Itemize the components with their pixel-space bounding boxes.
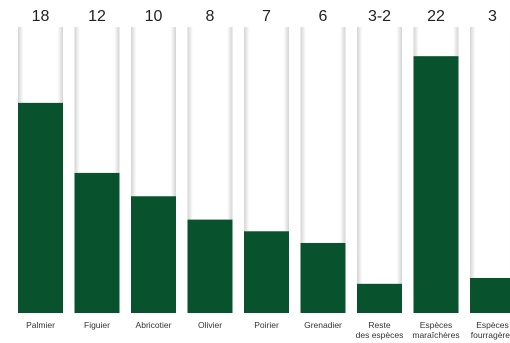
value-label-abricotier: 10 — [145, 8, 163, 25]
bar-esp-ces-fourrag-res — [470, 277, 510, 313]
bar-poirier — [244, 231, 289, 313]
bar-palmier — [18, 102, 63, 313]
bar-figuier — [74, 172, 120, 313]
category-label-reste-des-esp-ces: Reste des espèces — [356, 320, 404, 340]
category-label-esp-ces-mara-ch-res: Espèces maraîchères — [412, 320, 459, 340]
value-label-olivier: 8 — [206, 8, 215, 25]
bar-grenadier — [300, 242, 346, 313]
bar-abricotier — [131, 196, 176, 313]
bars — [18, 56, 510, 313]
bar-reste-des-esp-ces — [357, 283, 402, 313]
category-label-olivier: Olivier — [198, 320, 222, 330]
value-label-poirier: 7 — [262, 8, 271, 25]
bar-olivier — [187, 219, 233, 313]
category-label-palmier: Palmier — [26, 320, 55, 330]
bar-track-reste-des-esp-ces — [357, 27, 402, 313]
category-label-grenadier: Grenadier — [304, 320, 342, 330]
value-label-figuier: 12 — [88, 8, 106, 25]
bar-track-esp-ces-fourrag-res — [470, 27, 510, 313]
category-label-figuier: Figuier — [84, 320, 110, 330]
category-label-poirier: Poirier — [254, 320, 279, 330]
category-label-abricotier: Abricotier — [136, 320, 172, 330]
category-labels: Palmier Figuier Abricotier Olivier Poirier Gr… — [26, 320, 510, 340]
value-label-reste-des-esp-ces: 3-2 — [368, 8, 391, 25]
value-labels: 18 12 10 8 7 6 3-2 22 3 — [32, 8, 497, 25]
value-label-palmier: 18 — [32, 8, 50, 25]
category-label-esp-ces-fourrag-res: Espèces fourragères — [471, 320, 510, 340]
value-label-grenadier: 6 — [319, 8, 328, 25]
bar-esp-ces-mara-ch-res — [413, 56, 459, 313]
value-label-esp-ces-mara-ch-res: 22 — [427, 8, 445, 25]
value-label-esp-ces-fourrag-res: 3 — [488, 8, 497, 25]
